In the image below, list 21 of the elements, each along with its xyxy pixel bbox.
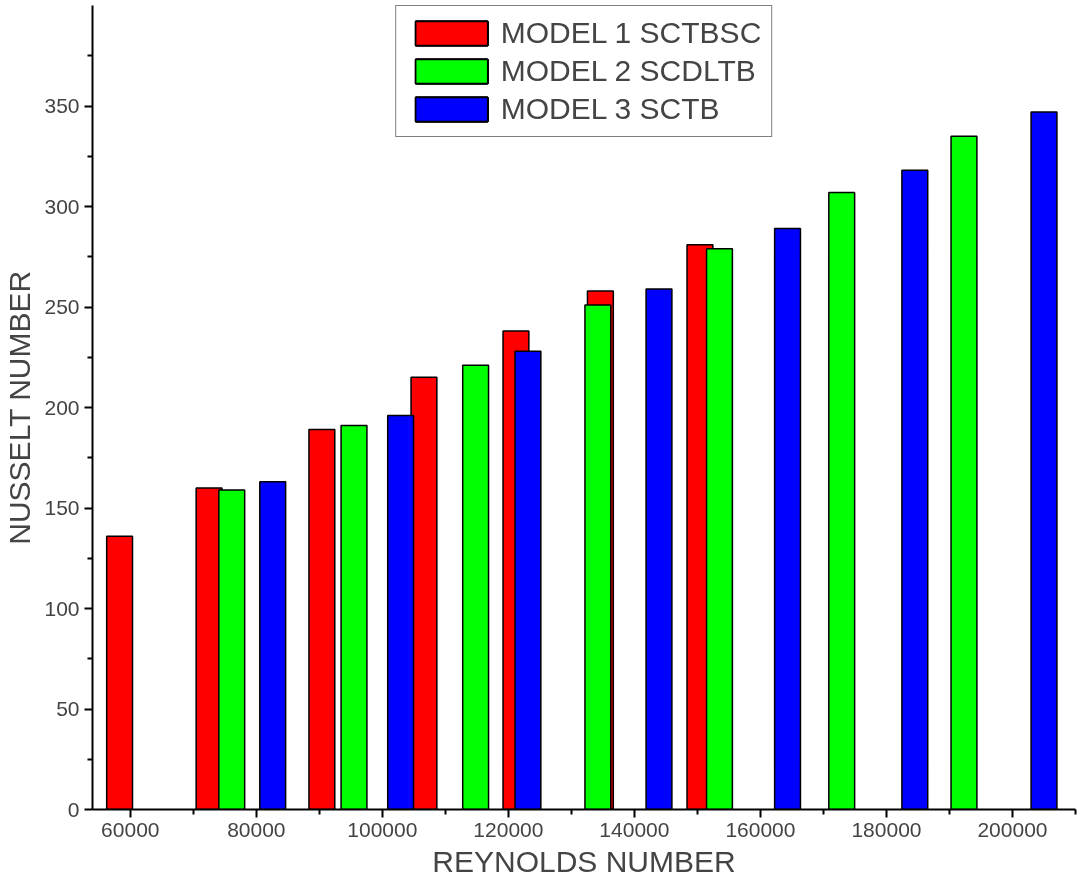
x-tick-label: 180000	[851, 817, 922, 841]
x-tick-label: 160000	[725, 817, 796, 841]
y-axis-title: NUSSELT NUMBER	[3, 270, 37, 545]
x-tick-label: 120000	[473, 817, 544, 841]
y-tick-label: 350	[44, 94, 80, 117]
x-tick-label: 60000	[101, 817, 160, 841]
x-tick-label: 100000	[347, 817, 418, 841]
y-tick-label: 100	[44, 596, 80, 620]
legend-label: MODEL 3 SCTB	[500, 92, 720, 126]
y-tick-label: 150	[44, 496, 80, 519]
y-tick-label: 50	[56, 697, 80, 720]
y-tick-label: 300	[44, 194, 80, 218]
y-tick-label: 200	[44, 395, 80, 419]
x-axis-title: REYNOLDS NUMBER	[432, 844, 736, 878]
y-tick-label: 250	[44, 295, 80, 318]
legend-label: MODEL 1 SCTBSC	[500, 16, 762, 50]
y-tick-label: 0	[67, 797, 80, 821]
x-tick-label: 140000	[599, 817, 670, 841]
x-tick-label: 200000	[977, 817, 1048, 841]
x-tick-label: 80000	[227, 817, 286, 841]
legend-label: MODEL 2 SCDLTB	[500, 54, 756, 88]
